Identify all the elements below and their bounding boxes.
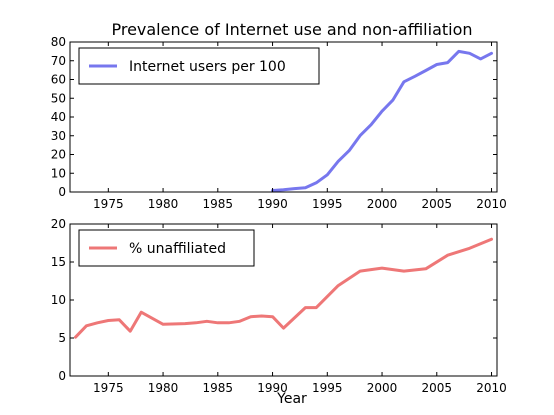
y-tick-label: 0 xyxy=(58,369,66,383)
y-tick-label: 30 xyxy=(51,129,66,143)
legend-box xyxy=(78,47,320,85)
y-tick-label: 15 xyxy=(51,255,66,269)
x-tick-label: 2010 xyxy=(476,197,507,211)
legend: Internet users per 100 xyxy=(78,47,320,85)
x-tick-label: 1995 xyxy=(312,381,343,395)
x-tick-label: 2005 xyxy=(422,381,453,395)
y-tick-label: 10 xyxy=(51,293,66,307)
x-tick-label: 1995 xyxy=(312,197,343,211)
x-tick-label: 1990 xyxy=(257,381,288,395)
chart-title: Prevalence of Internet use and non-affil… xyxy=(111,20,472,39)
y-tick-label: 10 xyxy=(51,166,66,180)
y-tick-label: 40 xyxy=(51,110,66,124)
x-tick-label: 1975 xyxy=(93,197,124,211)
y-tick-label: 70 xyxy=(51,54,66,68)
y-tick-label: 20 xyxy=(51,217,66,231)
x-tick-label: 1980 xyxy=(148,381,179,395)
x-axis-label: Year xyxy=(276,391,307,407)
x-tick-label: 2005 xyxy=(422,197,453,211)
y-tick-label: 80 xyxy=(51,35,66,49)
y-tick-label: 50 xyxy=(51,91,66,105)
x-tick-label: 1985 xyxy=(203,197,234,211)
series-line-0 xyxy=(74,237,493,339)
y-tick-label: 5 xyxy=(58,331,66,345)
x-tick-label: 2010 xyxy=(476,381,507,395)
legend-label: Internet users per 100 xyxy=(129,59,286,75)
y-tick-label: 20 xyxy=(51,148,66,162)
internet-users-panel: 1975 1980 1985 1990 1995 2000 2005 2010 0 10 20 30 4… xyxy=(51,35,507,211)
x-tick-label: 2000 xyxy=(367,197,398,211)
x-tick-label: 1985 xyxy=(203,381,234,395)
y-tick-label: 0 xyxy=(58,185,66,199)
x-tick-label: 1990 xyxy=(257,197,288,211)
series-line-0 xyxy=(271,49,493,192)
legend-label: % unaffiliated xyxy=(129,241,226,257)
x-tick-label: 1980 xyxy=(148,197,179,211)
legend: % unaffiliated xyxy=(78,229,255,267)
x-tick-label: 2000 xyxy=(367,381,398,395)
unaffiliated-panel: 1975 1980 1985 1990 1995 2000 2005 2010 0 5 10 15 20… xyxy=(51,217,507,395)
x-tick-label: 1975 xyxy=(93,381,124,395)
y-tick-label: 60 xyxy=(51,73,66,87)
